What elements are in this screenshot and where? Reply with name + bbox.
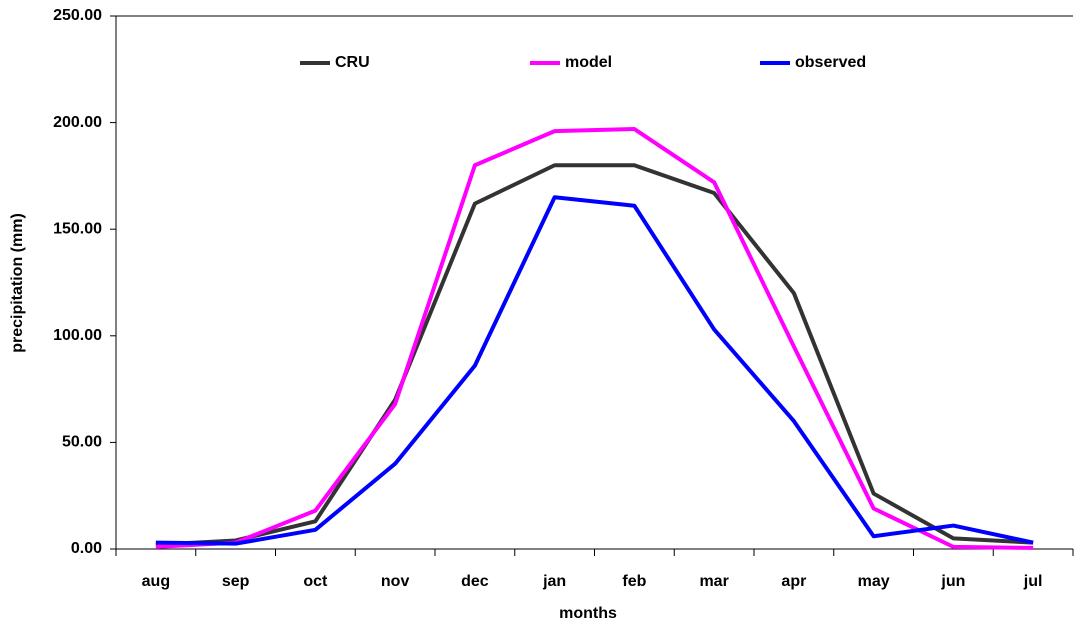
y-axis-title: precipitation (mm) — [9, 213, 26, 353]
x-tick-label: apr — [781, 573, 806, 590]
series-line — [155, 163, 1034, 547]
legend-label: CRU — [335, 54, 370, 71]
x-axis-title: months — [559, 605, 617, 622]
y-tick-label: 0.00 — [71, 540, 102, 557]
x-tick-label: may — [858, 573, 890, 590]
y-tick-label: 250.00 — [53, 7, 102, 24]
legend-label: model — [565, 54, 612, 71]
x-tick-label: feb — [622, 573, 646, 590]
x-tick-label: mar — [699, 573, 728, 590]
x-tick-label: sep — [222, 573, 250, 590]
x-tick-label: aug — [142, 573, 170, 590]
y-tick-label: 50.00 — [62, 434, 102, 451]
x-tick-label: nov — [381, 573, 410, 590]
x-tick-label: dec — [461, 573, 489, 590]
x-tick-label: jan — [542, 573, 566, 590]
y-tick-label: 100.00 — [53, 327, 102, 344]
series-line — [155, 195, 1034, 546]
x-tick-label: jun — [940, 573, 965, 590]
legend-label: observed — [795, 54, 866, 71]
y-tick-label: 150.00 — [53, 220, 102, 237]
x-tick-label: oct — [303, 573, 328, 590]
series-line — [155, 126, 1034, 550]
x-tick-label: jul — [1023, 573, 1043, 590]
y-tick-label: 200.00 — [53, 114, 102, 131]
